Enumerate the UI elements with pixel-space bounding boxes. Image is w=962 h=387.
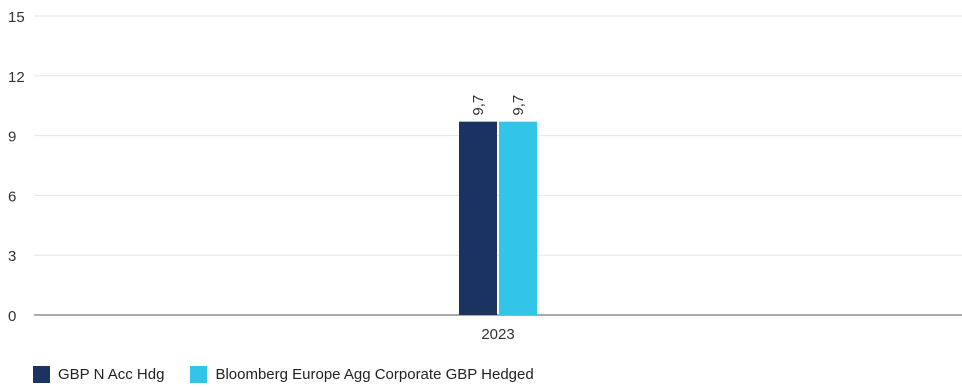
y-tick-label-15: 15 bbox=[8, 9, 25, 26]
legend-label-series-2: Bloomberg Europe Agg Corporate GBP Hedge… bbox=[215, 366, 534, 383]
bar-series-1-2023 bbox=[459, 121, 497, 315]
legend-item-series-2: Bloomberg Europe Agg Corporate GBP Hedge… bbox=[190, 366, 534, 383]
y-tick-label-0: 0 bbox=[8, 308, 16, 325]
y-tick-label-9: 9 bbox=[8, 129, 16, 146]
legend-label-series-1: GBP N Acc Hdg bbox=[58, 366, 165, 383]
x-tick-label-2023: 2023 bbox=[481, 326, 514, 343]
legend-swatch-series-2 bbox=[190, 366, 208, 383]
legend-swatch-series-1 bbox=[33, 366, 50, 383]
y-tick-label-6: 6 bbox=[8, 188, 16, 205]
y-tick-label-12: 12 bbox=[8, 69, 25, 86]
legend: GBP N Acc Hdg Bloomberg Europe Agg Corpo… bbox=[33, 366, 534, 383]
data-label-series-2-2023: 9,7 bbox=[510, 95, 527, 116]
y-tick-label-3: 3 bbox=[8, 248, 16, 265]
bar-series-2-2023 bbox=[499, 121, 537, 315]
legend-item-series-1: GBP N Acc Hdg bbox=[33, 366, 164, 383]
data-label-series-1-2023: 9,7 bbox=[470, 95, 487, 116]
